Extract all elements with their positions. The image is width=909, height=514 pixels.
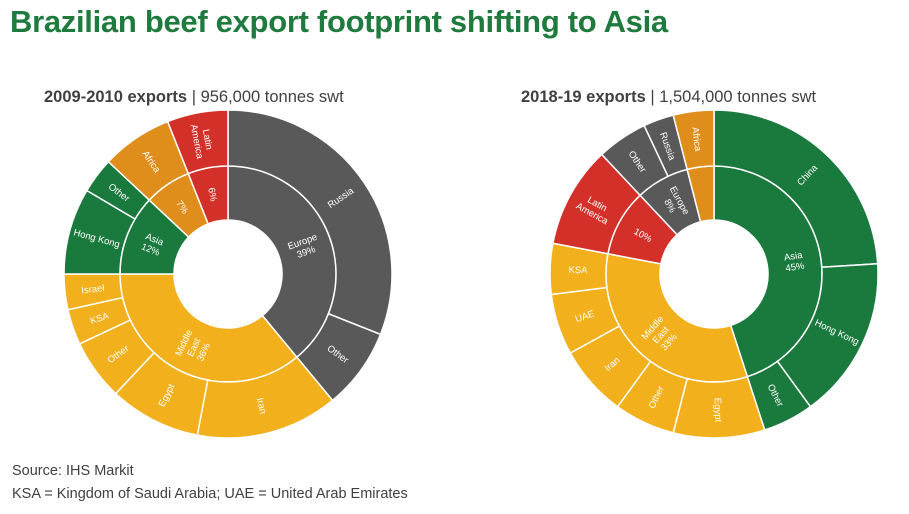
chart-left-title-rest: | 956,000 tonnes swt — [187, 88, 344, 106]
chart-left-title-bold: 2009-2010 exports — [44, 88, 188, 106]
chart-right-title-rest: | 1,504,000 tonnes swt — [645, 88, 817, 106]
right-outer-label-middle-east-egypt: Egypt — [712, 398, 724, 423]
right-outer-asia-china — [713, 109, 879, 269]
right-inner-label-asia: Asia45% — [783, 250, 806, 275]
right-outer-label-middle-east-ksa: KSA — [568, 265, 588, 277]
right-outer-label-africa-africa: Africa — [689, 126, 703, 152]
left-outer-label-middle-east-israel: Israel — [81, 283, 105, 296]
chart-right-title: 2018-19 exports | 1,504,000 tonnes swt — [521, 88, 816, 107]
sunburst-chart-2018-19: Asia45%MiddleEast33%10%Europe8%ChinaHong… — [549, 109, 879, 439]
left-outer-latin-america-latin-america — [166, 109, 229, 175]
abbreviation-note: KSA = Kingdom of Saudi Arabia; UAE = Uni… — [12, 486, 408, 502]
chart-right-title-bold: 2018-19 exports — [521, 88, 646, 106]
sunburst-chart-2009-2010: Europe39%MiddleEast36%Asia12%7%6% RussiaO… — [63, 109, 393, 439]
chart-left-title: 2009-2010 exports | 956,000 tonnes swt — [44, 88, 344, 107]
left-outer-label-middle-east-iran: Iran — [254, 397, 269, 416]
left-center-hole — [174, 220, 282, 328]
left-outer-europe-russia — [227, 109, 393, 336]
right-inner-label-europe: Europe8% — [657, 185, 691, 222]
source-note: Source: IHS Markit — [12, 463, 134, 479]
right-center-hole — [660, 220, 768, 328]
page-title: Brazilian beef export footprint shifting… — [10, 4, 668, 39]
right-outer-africa-africa — [672, 109, 715, 171]
left-inner-label-latin-america: 6% — [205, 187, 218, 203]
